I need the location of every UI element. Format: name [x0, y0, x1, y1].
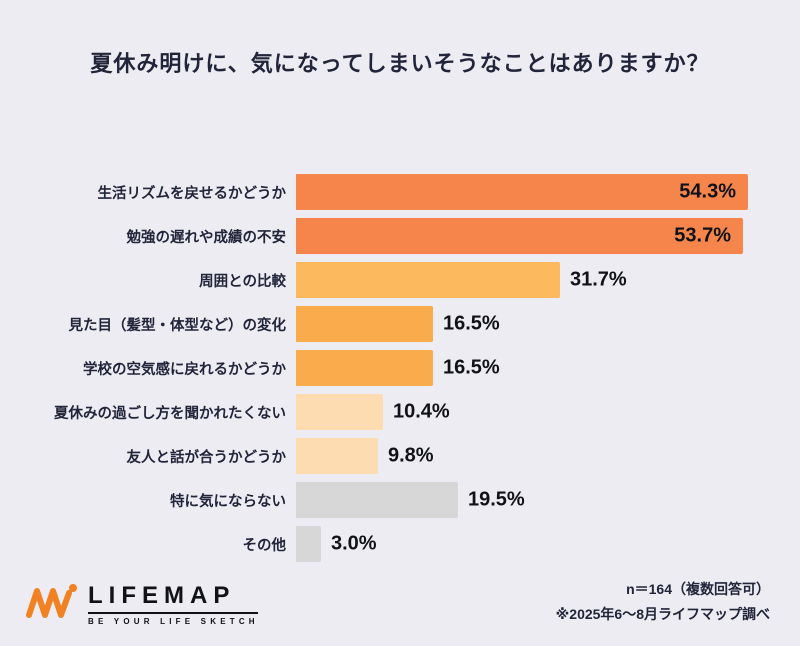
value-label: 31.7% — [570, 268, 627, 291]
bar-track: 16.5% — [296, 306, 786, 342]
category-label: 見た目（髪型・体型など）の変化 — [68, 317, 287, 334]
category-label: 周囲との比較 — [199, 273, 286, 290]
value-label: 19.5% — [468, 488, 525, 511]
bar-row: 特に気にならない 19.5% — [14, 482, 786, 518]
category-label: 夏休みの過ごし方を聞かれたくない — [54, 405, 286, 422]
bar-row: 友人と話が合うかどうか 9.8% — [14, 438, 786, 474]
bar — [296, 482, 458, 518]
bar — [296, 438, 378, 474]
bar — [296, 306, 433, 342]
value-label: 3.0% — [331, 532, 377, 555]
value-label: 54.3% — [679, 180, 736, 203]
category-label: その他 — [242, 537, 287, 554]
logo-tagline: BE YOUR LIFE SKETCH — [88, 617, 259, 626]
source-note: ※2025年6〜8月ライフマップ調べ — [555, 605, 770, 622]
logo-rule — [88, 612, 258, 614]
bar — [296, 174, 748, 210]
bar — [296, 350, 433, 386]
logo-name: LIFEMAP — [88, 582, 236, 609]
bar-track: 3.0% — [296, 526, 786, 562]
category-label: 学校の空気感に戻れるかどうか — [83, 361, 286, 378]
lifemap-logo-text: LIFEMAP BE YOUR LIFE SKETCH — [88, 584, 259, 626]
bar-track: 19.5% — [296, 482, 786, 518]
value-label: 10.4% — [393, 400, 450, 423]
page-title: 夏休み明けに、気になってしまいそうなことはありますか？ — [90, 51, 710, 76]
bar-track: 9.8% — [296, 438, 786, 474]
bar-row: 周囲との比較 31.7% — [14, 262, 786, 298]
value-label: 9.8% — [388, 444, 434, 467]
lifemap-logo-icon — [26, 581, 78, 626]
bar-row: 生活リズムを戻せるかどうか 54.3% — [14, 174, 786, 210]
category-label: 生活リズムを戻せるかどうか — [97, 185, 287, 202]
bar — [296, 262, 560, 298]
bar — [296, 218, 743, 254]
category-label: 友人と話が合うかどうか — [126, 449, 287, 466]
bar-chart: 生活リズムを戻せるかどうか 54.3% 勉強の遅れや成績の不安 53.7% 周囲との比較… — [14, 174, 786, 570]
survey-notes: n＝164（複数回答可） ※2025年6〜8月ライフマップ調べ — [556, 577, 770, 626]
bar-row: その他 3.0% — [14, 526, 786, 562]
bar-row: 見た目（髪型・体型など）の変化 16.5% — [14, 306, 786, 342]
lifemap-logo: LIFEMAP BE YOUR LIFE SKETCH — [26, 581, 259, 626]
value-label: 53.7% — [674, 224, 731, 247]
bar — [296, 526, 321, 562]
bar-row: 勉強の遅れや成績の不安 53.7% — [14, 218, 786, 254]
bar-track: 53.7% — [296, 218, 786, 254]
bar-track: 16.5% — [296, 350, 786, 386]
bar — [296, 394, 383, 430]
value-label: 16.5% — [443, 312, 500, 335]
category-label: 勉強の遅れや成績の不安 — [126, 229, 287, 246]
category-label: 特に気にならない — [170, 493, 286, 510]
bar-track: 54.3% — [296, 174, 786, 210]
bar-track: 10.4% — [296, 394, 786, 430]
bar-row: 夏休みの過ごし方を聞かれたくない 10.4% — [14, 394, 786, 430]
bar-row: 学校の空気感に戻れるかどうか 16.5% — [14, 350, 786, 386]
bar-track: 31.7% — [296, 262, 786, 298]
sample-size-note: n＝164（複数回答可） — [626, 581, 770, 597]
value-label: 16.5% — [443, 356, 500, 379]
